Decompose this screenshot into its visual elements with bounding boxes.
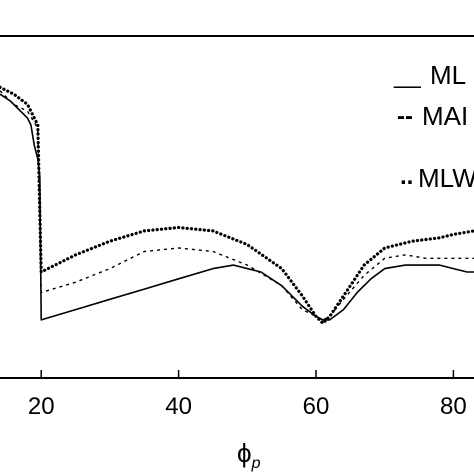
legend-glyph-mai: -- <box>397 103 413 130</box>
series-line-dotted <box>0 85 474 325</box>
legend-glyph-mlw: .. <box>400 163 413 190</box>
legend-entry-ml: __ ML <box>393 60 466 90</box>
series-line-dashed <box>0 90 474 321</box>
legend: __ ML -- MAI .. MLW <box>393 60 474 193</box>
svg-text:ϕp: ϕp <box>237 438 261 472</box>
x-tick-label-20: 20 <box>28 393 55 420</box>
legend-label-mai: MAI <box>422 101 468 131</box>
series-line-solid <box>0 93 474 321</box>
legend-label-ml: ML <box>430 60 466 90</box>
x-axis-label-main: ϕ <box>237 438 252 468</box>
x-axis-label: ϕp <box>237 438 261 472</box>
x-tick-label-60: 60 <box>303 393 330 420</box>
legend-glyph-ml: __ <box>393 62 421 89</box>
legend-entry-mai: -- MAI <box>397 101 468 131</box>
x-ticks <box>40 370 455 378</box>
series-layer <box>0 85 474 325</box>
legend-entry-mlw: .. MLW <box>400 163 474 193</box>
x-tick-label-80: 80 <box>440 393 467 420</box>
plot-frame <box>0 35 474 379</box>
x-axis-label-subscript: p <box>251 455 261 472</box>
x-tick-labels: 20 40 60 80 <box>28 393 467 420</box>
legend-label-mlw: MLW <box>418 163 474 193</box>
x-tick-label-40: 40 <box>165 393 192 420</box>
